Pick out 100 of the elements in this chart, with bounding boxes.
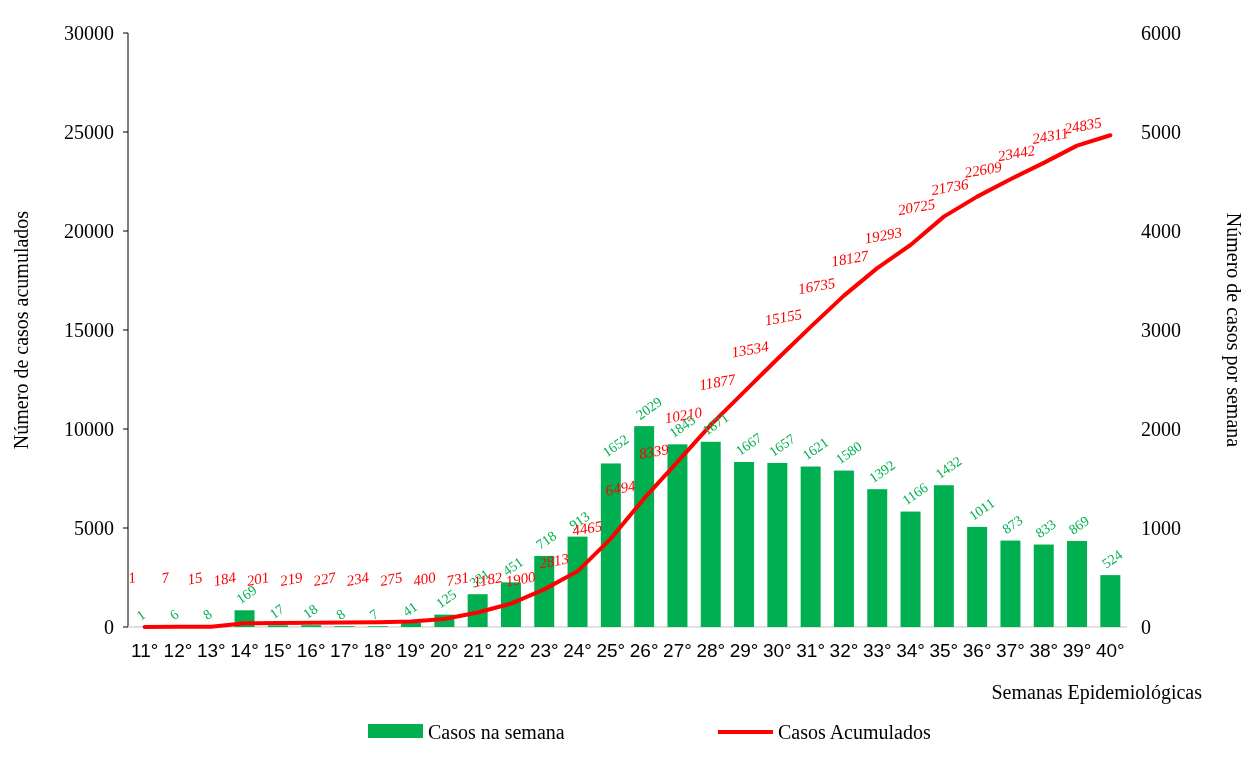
bar [1033,544,1054,627]
x-tick-label: 17° [330,640,359,661]
data-label: 184 [212,569,238,589]
data-label: 20725 [896,195,937,219]
data-label: 1392 [866,457,898,486]
x-tick-label: 35° [929,640,959,661]
x-tick-label: 27° [663,640,692,661]
data-label: 227 [312,568,339,589]
x-tick-label: 37° [996,640,1025,661]
bar [667,444,688,627]
y-tick-label: 5000 [74,517,114,539]
x-tick-label: 15° [263,640,293,661]
data-label: 2029 [633,394,665,423]
y2-tick-label: 2000 [1141,418,1181,440]
y-tick-label: 20000 [64,220,114,242]
x-tick-label: 20° [429,640,459,661]
bar [933,485,954,627]
data-label: 1 [127,569,138,587]
data-label: 1621 [799,434,832,463]
x-tick-label: 30° [762,640,792,661]
x-tick-label: 28° [696,640,726,661]
y2-tick-label: 4000 [1141,220,1181,242]
data-label: 1166 [899,479,931,509]
bar [767,462,788,627]
legend-label: Casos Acumulados [778,721,931,743]
data-label: 15 [186,569,205,588]
data-label: 234 [345,569,371,589]
data-label: 1011 [966,495,998,524]
data-label: 219 [278,569,305,589]
data-label: 125 [433,586,460,612]
x-tick-label: 26° [629,640,659,661]
data-label: 718 [533,528,560,553]
bar [567,536,588,627]
data-label: 1657 [766,431,799,460]
y2-tick-label: 3000 [1141,319,1181,341]
x-tick-label: 12° [163,640,193,661]
data-label: 8 [333,606,348,623]
x-tick-label: 11° [130,640,159,661]
x-tick-label: 24° [563,640,592,661]
x-tick-label: 23° [529,640,559,661]
bar [700,441,721,627]
data-label: 275 [378,569,405,589]
data-label: 6494 [604,477,638,499]
y2-tick-label: 5000 [1141,121,1181,143]
data-label: 400 [411,569,438,589]
data-label: 18 [300,601,321,622]
bar [1067,540,1088,627]
bar [967,526,988,627]
y-tick-label: 0 [104,616,114,638]
data-label: 15155 [763,306,804,329]
data-label: 1580 [833,438,865,468]
data-label: 16735 [796,274,837,298]
x-tick-label: 40° [1095,640,1125,661]
data-label: 8 [200,606,215,623]
legend-label: Casos na semana [428,721,565,743]
data-label: 7 [160,568,172,587]
data-label: 2813 [537,550,571,572]
x-axis-title: Semanas Epidemiológicas [991,681,1203,704]
x-tick-label: 32° [829,640,859,661]
bar [734,461,755,627]
x-tick-label: 33° [862,640,892,661]
y-tick-label: 15000 [64,319,114,341]
bar [900,511,921,627]
y-tick-label: 30000 [64,22,114,44]
data-label: 833 [1032,516,1059,541]
x-tick-label: 14° [230,640,259,661]
data-label: 19293 [863,224,904,247]
x-tick-label: 19° [396,640,426,661]
x-tick-label: 21° [463,640,493,661]
x-tick-label: 13° [196,640,226,661]
data-label: 1667 [733,430,765,459]
x-tick-label: 39° [1062,640,1092,661]
x-tick-label: 25° [596,640,626,661]
bar [800,466,821,627]
y2-tick-label: 0 [1141,616,1151,638]
y2-axis-title: Número de casos por semana [1222,212,1245,448]
data-label: 18127 [830,247,872,270]
data-label: 11877 [697,370,739,394]
data-label: 7 [366,606,382,623]
data-label: 869 [1066,513,1092,538]
y2-tick-label: 6000 [1141,22,1181,44]
y-axis-title: Número de casos acumulados [10,210,32,450]
data-label: 17 [266,601,288,622]
y-tick-label: 10000 [64,418,114,440]
data-label: 873 [999,512,1026,538]
x-tick-label: 29° [729,640,759,661]
bar [833,470,854,627]
x-tick-label: 31° [796,640,826,661]
x-tick-label: 18° [363,640,393,661]
data-label: 1 [133,607,149,624]
y2-tick-label: 1000 [1141,517,1181,539]
data-label: 1432 [932,453,965,482]
x-tick-label: 38° [1029,640,1059,661]
x-tick-label: 22° [496,640,526,661]
x-tick-label: 34° [896,640,925,661]
data-label: 1652 [599,431,632,460]
bar [1100,575,1121,627]
y-tick-label: 25000 [64,121,114,143]
x-tick-label: 36° [962,640,992,661]
data-label: 524 [1099,547,1126,572]
